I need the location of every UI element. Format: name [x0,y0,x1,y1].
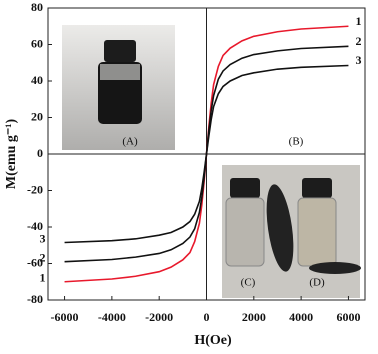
series-label: 2 [40,250,46,264]
series-label: 3 [40,231,46,245]
x-tick-label: 6000 [336,310,360,324]
inset-label: (D) [309,277,325,289]
y-tick-label: 80 [31,0,43,14]
x-tick-label: -2000 [145,310,173,324]
inset-photo-cd [222,165,361,298]
x-tick-label: 4000 [289,310,313,324]
y-axis-label: M(emu g⁻¹) [4,119,19,190]
y-tick-label: 60 [31,36,43,50]
y-tick-label: 20 [31,109,43,123]
y-tick-label: -40 [27,219,43,233]
series-label: 2 [355,34,361,48]
inset-photo-a [62,25,175,150]
inset-label: (A) [122,136,138,148]
y-tick-label: -80 [27,292,43,306]
x-axis-label: H(Oe) [194,333,232,348]
x-tick-label: -6000 [51,310,79,324]
series-label: 3 [355,53,361,67]
x-tick-label: -4000 [98,310,126,324]
inset-label: (C) [241,277,256,289]
y-tick-label: 0 [37,146,43,160]
series-label: 1 [40,271,46,285]
series-label: 1 [355,14,361,28]
y-tick-label: -20 [27,182,43,196]
x-tick-label: 2000 [242,310,266,324]
x-tick-label: 0 [204,310,210,324]
inset-label: (B) [289,136,304,148]
y-tick-label: 40 [31,73,43,87]
series-line [64,64,349,244]
y-tick-label: -60 [27,255,43,269]
